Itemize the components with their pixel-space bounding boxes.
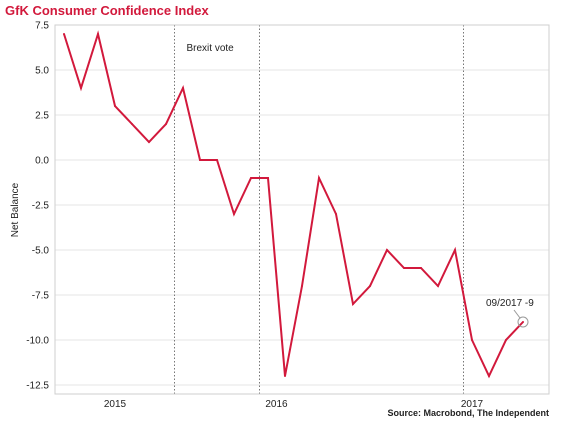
- data-point: [335, 213, 337, 215]
- y-tick-label: -7.5: [32, 291, 50, 302]
- x-tick-label: 2017: [461, 399, 484, 410]
- y-tick-label: -12.5: [26, 381, 49, 392]
- data-point: [437, 285, 439, 287]
- y-tick-label: 0.0: [35, 156, 49, 167]
- data-point: [63, 33, 65, 35]
- gridlines: [55, 24, 549, 386]
- data-point: [488, 375, 490, 377]
- y-axis-ticks: 7.5 5.0 2.5 0.0 -2.5 -5.0 -7.5 -10.0 -12.5: [26, 21, 49, 392]
- y-tick-label: 5.0: [35, 66, 49, 77]
- brexit-vote-label: Brexit vote: [187, 43, 235, 54]
- callout-marker: [517, 316, 529, 328]
- y-tick-label: 2.5: [35, 111, 49, 122]
- data-point: [182, 87, 184, 89]
- x-tick-label: 2015: [104, 399, 127, 410]
- data-point: [284, 375, 286, 377]
- data-point: [505, 339, 507, 341]
- data-point: [131, 123, 133, 125]
- chart-title: GfK Consumer Confidence Index: [5, 3, 209, 18]
- plot-border: [54, 24, 550, 395]
- data-point: [199, 159, 201, 161]
- data-point: [352, 303, 354, 305]
- data-point: [403, 267, 405, 269]
- data-point: [522, 321, 524, 323]
- y-tick-label: -10.0: [26, 336, 49, 347]
- data-point: [386, 249, 388, 251]
- data-point: [80, 87, 82, 89]
- y-tick-label: 7.5: [35, 21, 49, 32]
- data-point: [216, 159, 218, 161]
- data-point: [165, 123, 167, 125]
- data-point: [318, 177, 320, 179]
- data-point: [233, 213, 235, 215]
- y-tick-label: -2.5: [32, 201, 50, 212]
- series-layer: [63, 30, 524, 379]
- data-point: [369, 285, 371, 287]
- data-point: [148, 141, 150, 143]
- data-point: [267, 177, 269, 179]
- annotations: Brexit vote 09/2017 -9: [187, 43, 534, 328]
- data-point: [114, 105, 116, 107]
- x-tick-label: 2016: [265, 399, 288, 410]
- reference-lines: [174, 25, 464, 394]
- x-axis-ticks: 2015 2016 2017: [104, 399, 484, 410]
- data-point: [250, 177, 252, 179]
- callout-label: 09/2017 -9: [486, 298, 534, 309]
- data-point: [420, 267, 422, 269]
- data-point: [301, 285, 303, 287]
- y-axis-label: Net Balance: [10, 182, 21, 237]
- series-line: [63, 30, 524, 379]
- data-point: [454, 249, 456, 251]
- y-tick-label: -5.0: [32, 246, 50, 257]
- callout-leader: [513, 309, 521, 319]
- source-note: Source: Macrobond, The Independent: [387, 408, 549, 418]
- data-point: [471, 339, 473, 341]
- data-point: [97, 33, 99, 35]
